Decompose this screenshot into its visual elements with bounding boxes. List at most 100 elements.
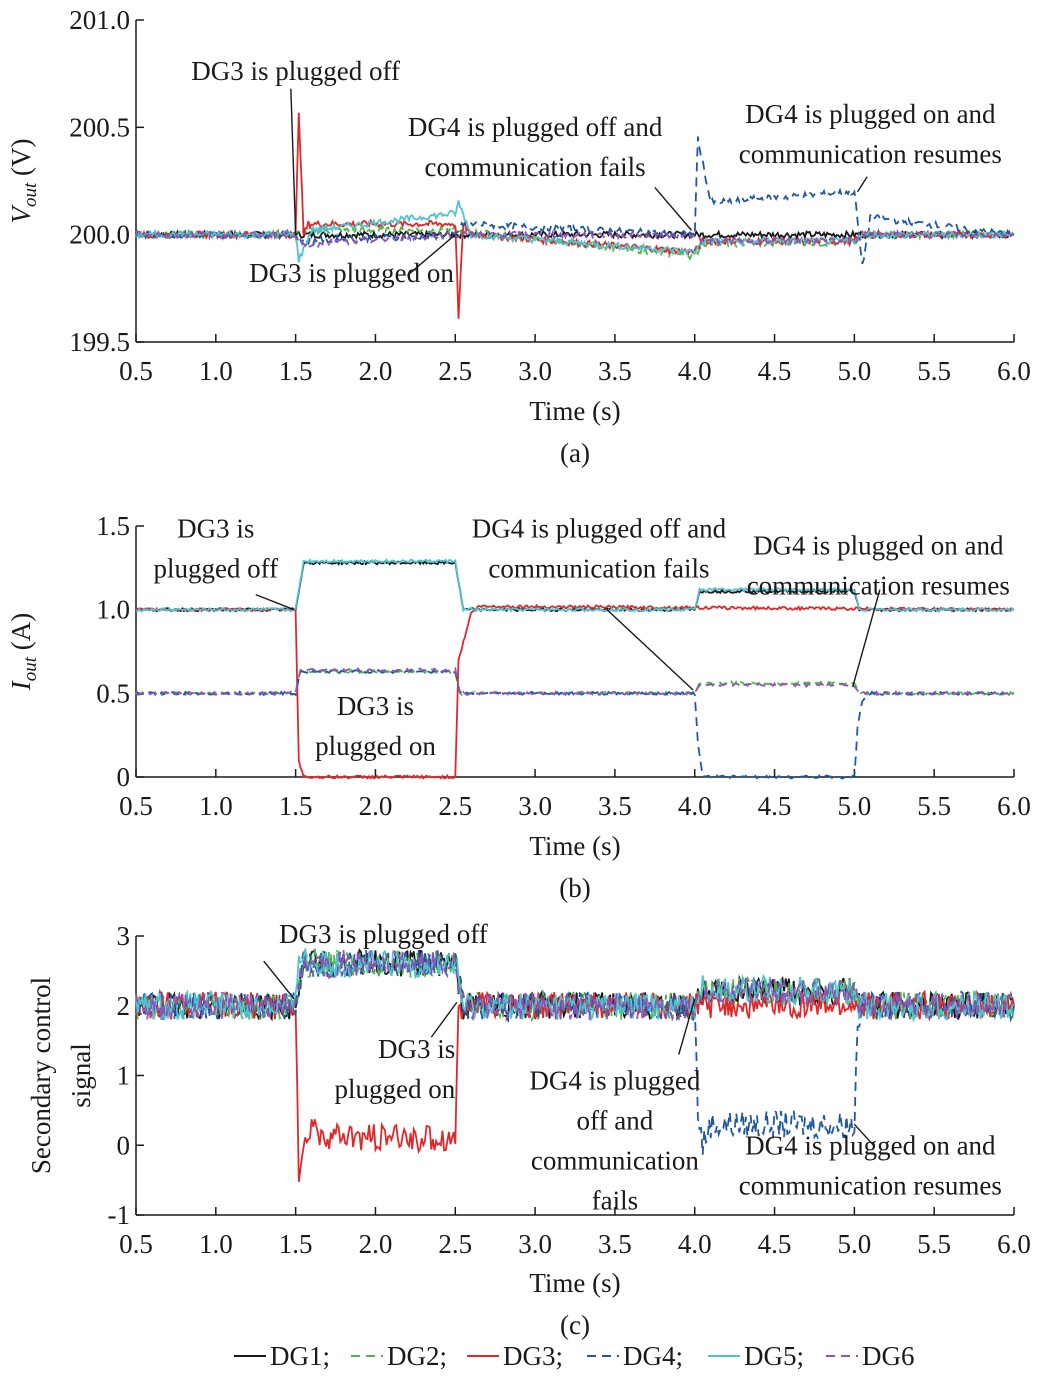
- x-tick-label: 2.0: [359, 356, 393, 386]
- x-tick-label: 2.0: [359, 791, 393, 821]
- x-axis-label: Time (s): [529, 831, 620, 861]
- annotation-leader: [290, 88, 297, 235]
- x-tick-label: 3.0: [518, 356, 552, 386]
- annotation: DG4 is plugged off and communication fails: [529, 998, 701, 1215]
- annotation-text: communication fails: [424, 152, 645, 182]
- annotation: DG4 is plugged on and communication resum…: [739, 1123, 1002, 1200]
- annotation-text: DG4 is plugged off and: [472, 514, 727, 544]
- series-line-dg4: [135, 668, 1015, 780]
- x-axis-label: Time (s): [529, 396, 620, 426]
- x-tick-label: 0.5: [119, 1229, 153, 1259]
- y-axis-label: Vout (V): [6, 138, 41, 223]
- annotation-text: DG3 is: [177, 514, 254, 544]
- chart-panel-2: 0.5 1.0 1.5 2.0 2.5 3.0 3.5 4.0 4.5 5.0 5.5 6.000.5…: [6, 511, 1031, 903]
- annotation-text: DG4 is plugged on and: [745, 99, 996, 129]
- legend-label: DG3;: [503, 1341, 563, 1371]
- y-label-sub: out: [20, 656, 41, 681]
- legend-label: DG6: [862, 1341, 915, 1371]
- x-tick-label: 4.0: [678, 1229, 712, 1259]
- annotation-text: DG4 is plugged on and: [745, 1130, 996, 1160]
- series-line-dg6: [135, 228, 1015, 249]
- y-tick-label: 1: [117, 1061, 131, 1091]
- annotation: DG4 is plugged off and communication fail…: [472, 514, 727, 691]
- annotation-text: communication resumes: [739, 1170, 1002, 1200]
- annotation-text: plugged off: [153, 554, 278, 584]
- legend: DG1; DG2; DG3; DG4; DG5; DG6: [234, 1341, 915, 1371]
- y-tick-label: 0: [117, 762, 131, 792]
- chart-panel-3: 0.5 1.0 1.5 2.0 2.5 3.0 3.5 4.0 4.5 5.0 5.5 6.0 -1 0 1…: [26, 919, 1031, 1340]
- annotation-text: DG3 is plugged off: [191, 56, 400, 86]
- annotation: DG4 is plugged off and communication fail…: [408, 112, 693, 231]
- y-axis-label: Secondary control: [26, 977, 56, 1174]
- x-tick-label: 6.0: [997, 1229, 1031, 1259]
- x-tick-label: 1.0: [199, 1229, 233, 1259]
- annotation-leader: [606, 609, 694, 691]
- y-tick-label: 0: [117, 1130, 131, 1160]
- series-line-dg5: [135, 558, 1015, 613]
- legend-label: DG5;: [744, 1341, 804, 1371]
- annotation-text: plugged on: [315, 731, 436, 761]
- annotation-text: DG4 is plugged: [529, 1065, 700, 1095]
- annotation-text: DG4 is plugged on and: [753, 530, 1004, 560]
- annotation-leader: [678, 998, 696, 1055]
- chart-panel-1: 0.5 1.0 1.5 2.0 2.5 3.0 3.5 4.0 4.5 5.0 5.5 6.0 199.…: [6, 5, 1031, 468]
- annotation-text: DG4 is plugged off and: [408, 112, 663, 142]
- x-tick-label: 5.5: [917, 791, 951, 821]
- x-tick-label: 4.0: [678, 791, 712, 821]
- x-tick-label: 5.5: [917, 1229, 951, 1259]
- series-line-dg3: [135, 603, 1015, 780]
- x-tick-label: 1.5: [279, 791, 313, 821]
- annotation-leader: [255, 593, 295, 611]
- annotation-text: fails: [592, 1185, 639, 1215]
- y-label-sub: out: [20, 182, 41, 207]
- x-tick-label: 2.5: [438, 356, 472, 386]
- y-axis-label: Iout (A): [6, 613, 41, 692]
- x-tick-label: 2.0: [359, 1229, 393, 1259]
- x-tick-label: 4.5: [758, 1229, 792, 1259]
- annotation-text: DG3 is: [337, 691, 414, 721]
- annotation-text: DG3 is plugged on: [249, 258, 454, 288]
- x-tick-label: 5.0: [837, 1229, 871, 1259]
- annotation-text: DG3 is: [378, 1034, 455, 1064]
- annotation-text: communication fails: [488, 554, 709, 584]
- panel-label: (b): [559, 873, 590, 903]
- panel-label: (c): [560, 1310, 590, 1340]
- x-tick-label: 5.5: [917, 356, 951, 386]
- x-tick-label: 1.5: [279, 1229, 313, 1259]
- y-tick-label: 1.0: [96, 595, 130, 625]
- y-label-unit: (V): [6, 138, 36, 182]
- x-tick-label: 4.5: [758, 791, 792, 821]
- annotation-leader: [654, 186, 693, 231]
- annotation: DG3 is plugged on: [315, 691, 436, 761]
- x-tick-label: 6.0: [997, 791, 1031, 821]
- legend-label: DG4;: [623, 1341, 683, 1371]
- legend-label: DG2;: [387, 1341, 447, 1371]
- x-tick-label: 1.0: [199, 356, 233, 386]
- x-tick-label: 4.0: [678, 356, 712, 386]
- series-line-dg6: [135, 949, 1015, 1022]
- x-tick-label: 4.5: [758, 356, 792, 386]
- x-tick-label: 2.5: [438, 1229, 472, 1259]
- annotation: DG3 is plugged on: [249, 234, 456, 288]
- annotation: DG4 is plugged on and communication resum…: [739, 99, 1002, 193]
- y-label-main: I: [6, 679, 36, 691]
- x-tick-label: 3.0: [518, 1229, 552, 1259]
- x-tick-label: 3.5: [598, 356, 632, 386]
- series-line-dg5: [135, 200, 1015, 263]
- x-tick-label: 2.5: [438, 791, 472, 821]
- panel-label: (a): [560, 438, 590, 468]
- annotation-text: communication: [531, 1145, 699, 1175]
- y-tick-label: 200.5: [69, 112, 130, 142]
- annotation-leader: [853, 1123, 875, 1146]
- x-tick-label: 3.0: [518, 791, 552, 821]
- y-label-main: V: [6, 204, 36, 224]
- series-line-dg2: [135, 224, 1015, 261]
- series-line-dg6: [135, 666, 1015, 697]
- x-tick-label: 5.0: [837, 791, 871, 821]
- y-tick-label: 199.5: [69, 327, 130, 357]
- annotation-text: communication resumes: [739, 139, 1002, 169]
- annotation: DG3 is plugged off: [153, 514, 295, 611]
- annotation: DG3 is plugged off: [191, 56, 400, 235]
- legend-label: DG1;: [270, 1341, 330, 1371]
